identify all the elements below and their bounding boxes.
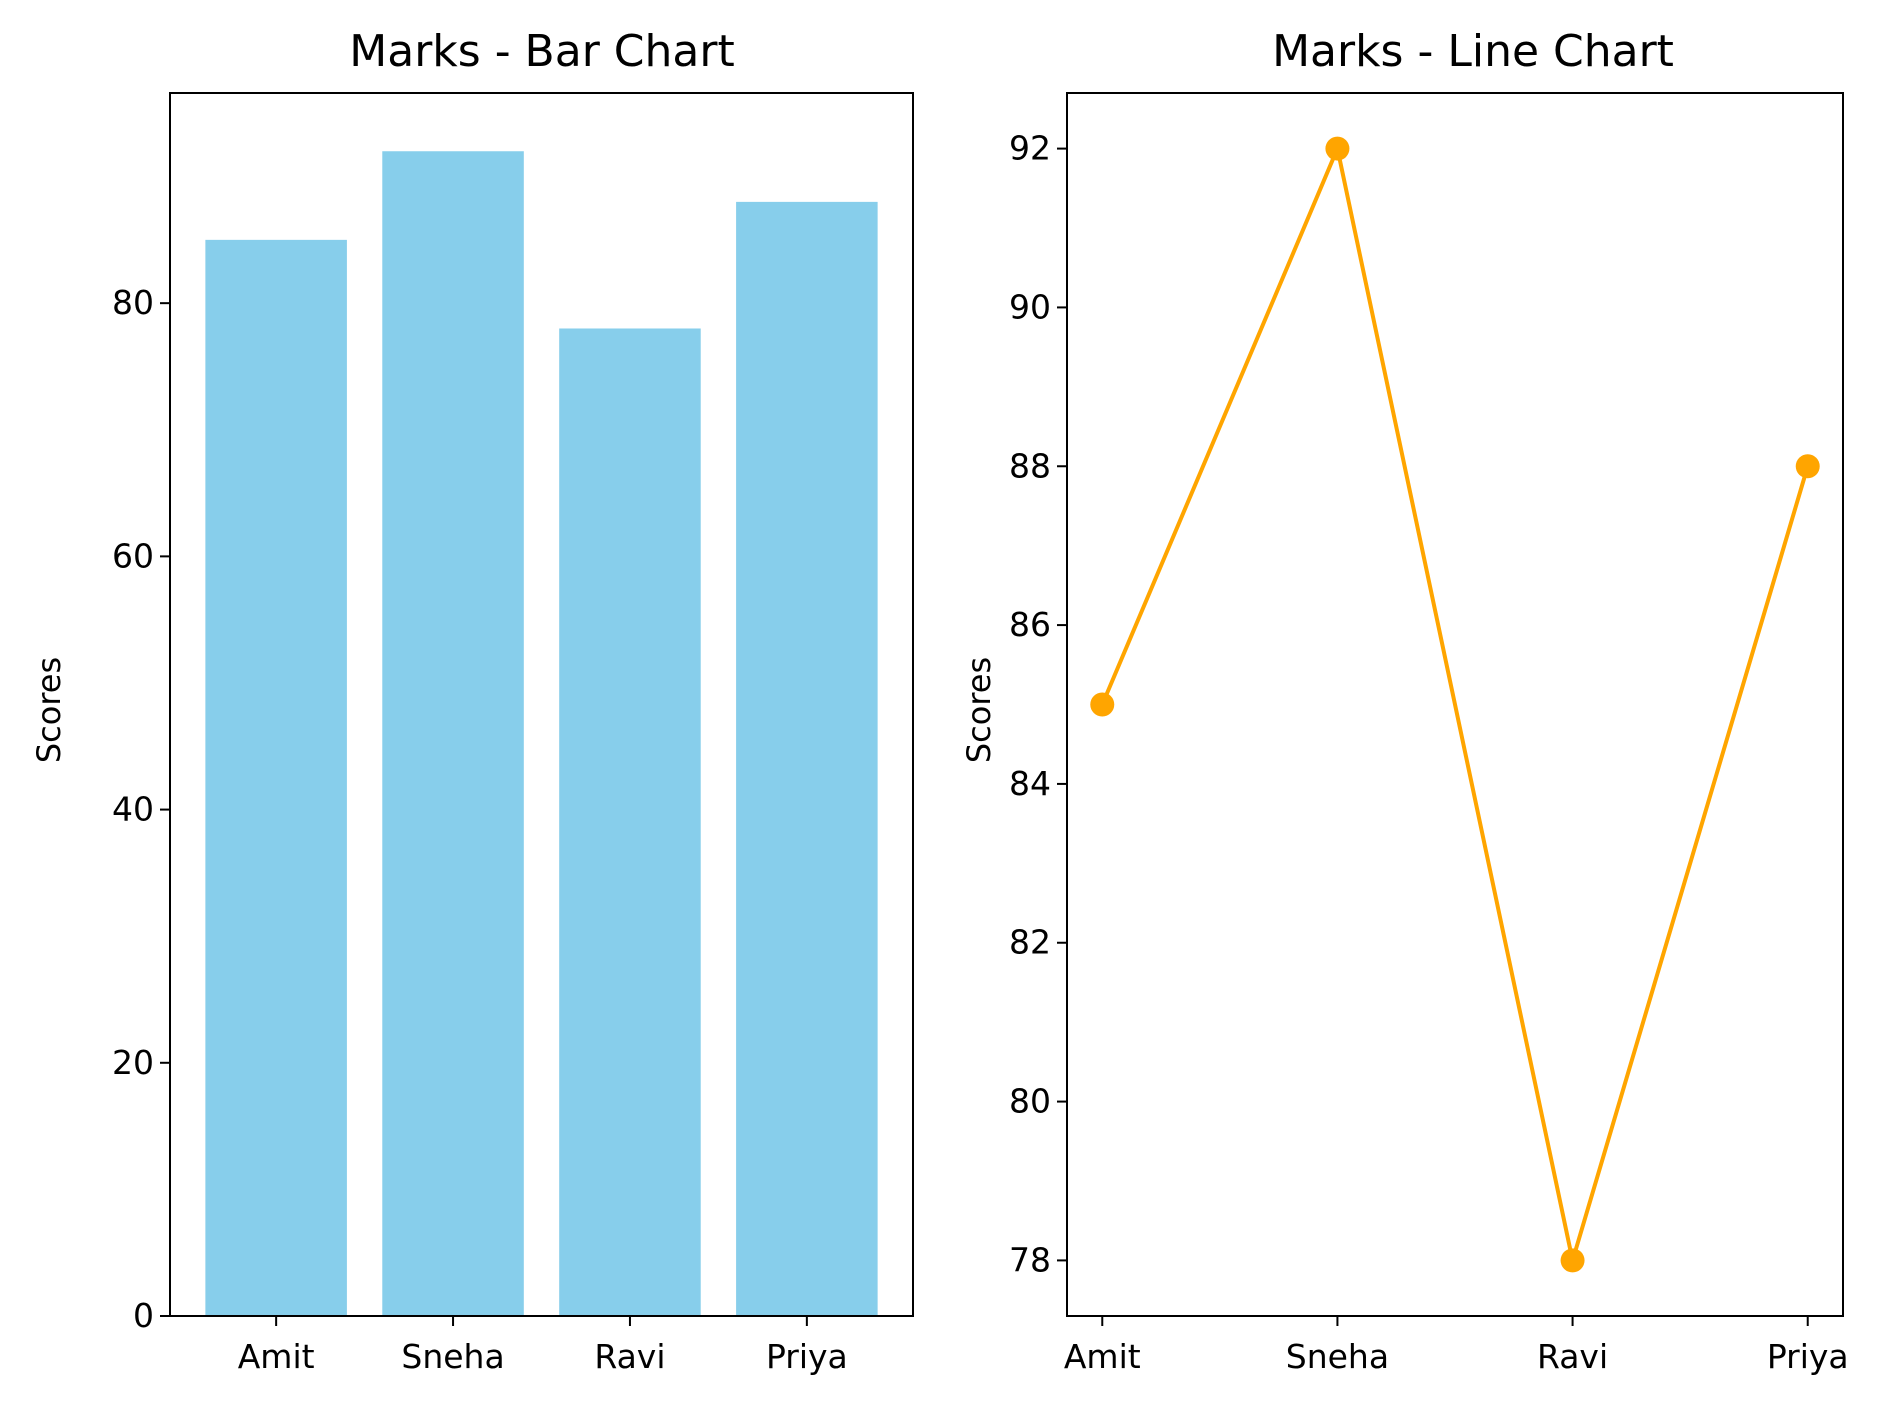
line-chart-plot-area: 78 80 82 84 86 88 90 92 Amit Sneha Ravi Priya <box>1009 92 1849 1376</box>
line-chart-x-tick-label: Priya <box>1767 1337 1849 1376</box>
bar-chart-frame <box>169 92 914 1317</box>
line-chart-x-tick-label: Amit <box>1064 1337 1141 1376</box>
line-chart-y-tick-label: 90 <box>1009 287 1051 326</box>
bar-chart-x-tick-label: Priya <box>766 1337 848 1376</box>
bar-chart-x-tick-label: Amit <box>238 1337 315 1376</box>
bar-chart-title: Marks - Bar Chart <box>349 26 734 77</box>
line-chart-y-tick-label: 86 <box>1009 605 1051 644</box>
bar-chart-y-tick-label: 0 <box>133 1296 154 1335</box>
bar-chart-y-tick-label: 40 <box>112 790 154 829</box>
bar-ravi <box>559 328 701 1316</box>
line-series <box>1100 146 1810 1263</box>
bar-chart-y-tick-label: 80 <box>112 283 154 322</box>
bar-chart-y-axis-label: Scores <box>30 657 68 763</box>
line-chart-y-tick-label: 82 <box>1009 923 1051 962</box>
bar-amit <box>205 239 347 1316</box>
bar-chart-y-tick-label: 20 <box>112 1043 154 1082</box>
bar-chart-plot-area: 0 20 40 60 80 Amit Sneha Ravi Priya <box>112 92 914 1376</box>
line-chart-y-tick-label: 78 <box>1009 1240 1051 1279</box>
line-chart-frame <box>1066 92 1844 1317</box>
line-chart-y-tick-label: 88 <box>1009 446 1051 485</box>
bar-priya <box>736 201 878 1317</box>
line-chart-panel: Marks - Line Chart Scores 78 80 82 84 86 88 90… <box>960 26 1849 1376</box>
line-point-sneha <box>1325 136 1350 161</box>
line-chart-y-tick-label: 80 <box>1009 1082 1051 1121</box>
bar-chart-y-tick-label: 60 <box>112 536 154 575</box>
bar-chart-panel: Marks - Bar Chart Scores 0 20 40 60 80 Amit Sn… <box>30 26 914 1376</box>
line-chart-title: Marks - Line Chart <box>1272 26 1674 77</box>
bar-chart-x-tick-label: Ravi <box>594 1337 665 1376</box>
line-point-priya <box>1795 454 1820 479</box>
line-chart-y-tick-label: 92 <box>1009 129 1051 168</box>
bar-chart-x-tick-label: Sneha <box>401 1337 504 1376</box>
line-point-amit <box>1090 692 1115 717</box>
line-chart-x-tick-label: Ravi <box>1537 1337 1608 1376</box>
line-chart-y-tick-label: 84 <box>1009 764 1051 803</box>
line-point-ravi <box>1560 1248 1585 1273</box>
line-chart-y-axis-label: Scores <box>960 657 998 763</box>
bar-sneha <box>382 151 524 1317</box>
line-chart-x-tick-label: Sneha <box>1286 1337 1389 1376</box>
